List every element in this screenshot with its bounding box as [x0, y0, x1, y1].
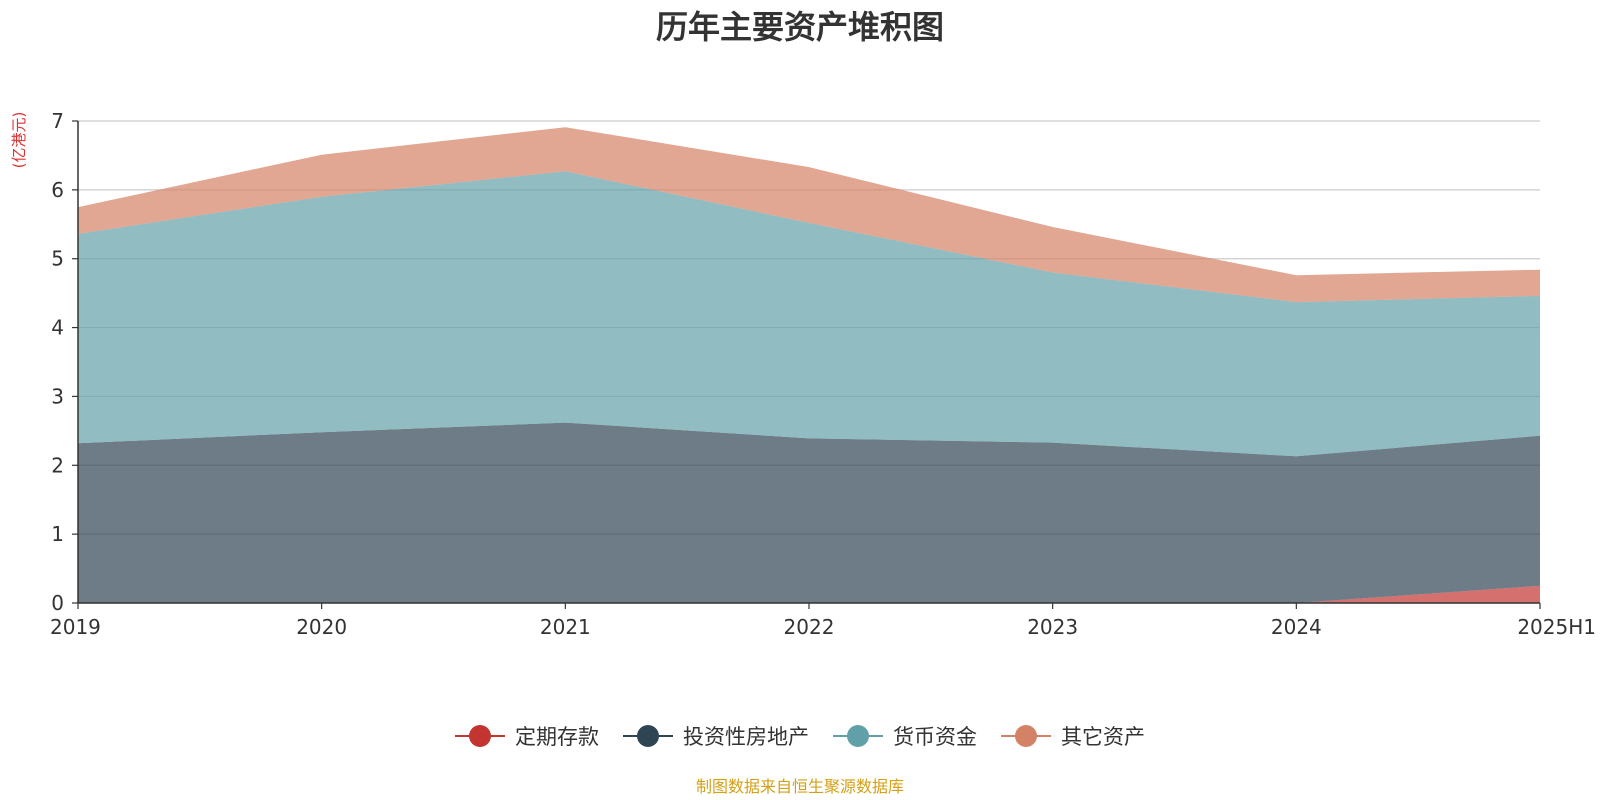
legend-marker-1 — [469, 725, 491, 747]
legend-item-4[interactable]: 其它资产 — [1001, 725, 1145, 749]
legend: 定期存款 投资性房地产 货币资金 其它资产 — [455, 725, 1145, 749]
x-tick-label-2020: 2020 — [296, 615, 347, 639]
legend-item-2[interactable]: 投资性房地产 — [623, 725, 809, 749]
legend-marker-3 — [847, 725, 869, 747]
y-tick-labels: 0 1 2 3 4 5 6 7 — [51, 109, 78, 615]
y-tick-label-6: 6 — [51, 178, 64, 202]
area-series-2 — [78, 422, 1540, 603]
legend-label-3: 货币资金 — [893, 725, 977, 749]
legend-label-4: 其它资产 — [1061, 725, 1145, 749]
chart-title: 历年主要资产堆积图 — [656, 8, 944, 46]
x-tick-label-2024: 2024 — [1271, 615, 1322, 639]
y-tick-label-2: 2 — [51, 453, 64, 477]
legend-item-3[interactable]: 货币资金 — [833, 725, 977, 749]
y-tick-label-4: 4 — [51, 316, 64, 340]
x-tick-label-2021: 2021 — [540, 615, 591, 639]
x-tick-label-2025h1: 2025H1 — [1517, 615, 1596, 639]
x-tick-label-2023: 2023 — [1027, 615, 1078, 639]
legend-marker-2 — [637, 725, 659, 747]
legend-label-2: 投资性房地产 — [683, 725, 809, 749]
legend-item-1[interactable]: 定期存款 — [455, 725, 599, 749]
x-tick-label-2022: 2022 — [784, 615, 835, 639]
area-series — [78, 127, 1540, 603]
y-tick-label-0: 0 — [51, 591, 64, 615]
x-tick-labels: 2019 2020 2021 2022 2023 2024 2025H1 — [50, 603, 1596, 639]
area-series-3 — [78, 171, 1540, 457]
y-axis-unit-label: (亿港元) — [10, 112, 28, 169]
area-series-1 — [78, 585, 1540, 603]
y-tick-label-1: 1 — [51, 522, 64, 546]
legend-marker-4 — [1015, 725, 1037, 747]
y-tick-label-3: 3 — [51, 384, 64, 408]
y-tick-label-5: 5 — [51, 247, 64, 271]
x-tick-label-2019: 2019 — [50, 615, 101, 639]
area-series-4 — [78, 127, 1540, 303]
data-source-note: 制图数据来自恒生聚源数据库 — [696, 777, 904, 796]
y-tick-label-7: 7 — [51, 109, 64, 133]
legend-label-1: 定期存款 — [515, 725, 599, 749]
